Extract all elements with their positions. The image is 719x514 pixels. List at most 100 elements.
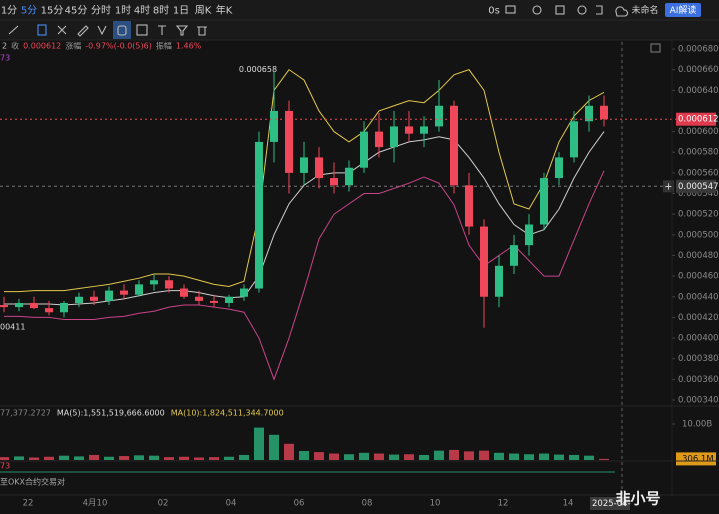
candle-body <box>120 290 128 295</box>
settings-icon[interactable] <box>532 5 542 15</box>
interval-tab[interactable]: 周K <box>195 5 212 17</box>
volume-bar <box>299 451 309 460</box>
candle-body <box>465 185 473 227</box>
refresh-label[interactable]: 0s <box>488 6 500 17</box>
interval-tab[interactable]: 年K <box>216 4 233 17</box>
interval-tab[interactable]: 45分 <box>65 5 88 17</box>
candle-body <box>210 300 218 303</box>
fib-tool[interactable] <box>97 25 107 36</box>
volume-bar <box>554 454 564 460</box>
drawing-tools <box>8 5 661 53</box>
volume-bar <box>239 454 249 460</box>
ai-button-bg[interactable] <box>665 3 701 17</box>
note-tool[interactable] <box>136 24 148 36</box>
candle-body <box>315 157 323 179</box>
volume-ma-text: 77,377.2727 <box>0 409 51 418</box>
info-text: 收 <box>11 41 19 51</box>
lock-tool[interactable] <box>117 25 127 36</box>
volume-bar <box>329 453 339 460</box>
interval-tab[interactable]: 1日 <box>173 6 189 17</box>
indicator-label: 73 <box>0 54 10 63</box>
cloud-icon[interactable] <box>615 6 629 17</box>
y-tick-label: 0.000600 <box>678 127 719 137</box>
x-tick-label: 04 <box>226 499 237 509</box>
volume-bar <box>479 450 489 460</box>
expand-icon[interactable] <box>650 43 661 53</box>
volume-bar <box>524 454 534 460</box>
candle-body <box>345 167 353 186</box>
interval-tab[interactable]: 分时 <box>91 5 111 17</box>
candle-body <box>600 105 608 120</box>
crosshair-plus-sign: + <box>664 181 672 192</box>
x-tick-label: 12 <box>498 499 509 509</box>
interval-tab[interactable]: 5分 <box>21 5 37 17</box>
sub-indicator-label: 73 <box>0 462 10 471</box>
bollinger-band <box>4 170 605 381</box>
interval-tab[interactable]: 15分 <box>41 5 64 17</box>
candle-body <box>480 226 488 297</box>
volume-bar <box>194 457 204 460</box>
ai-button[interactable]: AI解读 <box>670 4 697 16</box>
interval-tab[interactable]: 1时 <box>115 5 131 17</box>
layout-name[interactable]: 未命名 <box>631 4 658 16</box>
watermark: 非小号 <box>615 490 660 508</box>
y-tick-label: 0.000440 <box>678 292 719 302</box>
y-tick-label: 0.000520 <box>678 210 719 220</box>
volume-bar <box>89 454 99 460</box>
interval-tab[interactable]: 8时 <box>153 5 169 17</box>
volume-bar <box>134 455 144 460</box>
interval-tab[interactable]: 1分 <box>1 5 17 17</box>
interval-tab[interactable]: 4时 <box>134 5 150 17</box>
volume-bar <box>344 454 354 460</box>
filter-tool[interactable] <box>175 25 189 36</box>
last-price-tag-bg <box>676 112 716 126</box>
pen-tool[interactable] <box>77 25 89 37</box>
volume-tag: 306.1M <box>682 454 714 464</box>
candle-body <box>360 131 368 168</box>
crosshair-price-tag: 0.000547 <box>678 182 719 192</box>
info-text: 1.46% <box>176 42 202 51</box>
info-line: 2 收 0.000612 涨幅 -0.97%(-0.0(5)6) 振幅 1.46% <box>2 41 202 51</box>
volume-bar <box>314 452 324 460</box>
candle-body <box>105 290 113 301</box>
copy-tool[interactable] <box>37 24 47 36</box>
active-tool-bg[interactable] <box>113 21 131 39</box>
volume-bar <box>374 453 384 460</box>
volume-bar <box>419 454 429 460</box>
bollinger-band <box>4 131 605 306</box>
camera-icon[interactable] <box>505 5 516 14</box>
volume-bar <box>0 457 9 460</box>
theme-icon[interactable] <box>577 5 587 15</box>
candle-body <box>15 302 23 308</box>
candle-body <box>435 105 443 127</box>
y-tick-label: 0.000360 <box>678 375 719 385</box>
text-tool[interactable] <box>158 25 166 35</box>
volume-bar <box>254 427 264 460</box>
candle-body <box>75 296 83 303</box>
info-text: -0.97%(-0.0(5)6) <box>85 42 152 51</box>
candle-body <box>540 178 548 225</box>
candle-body <box>585 105 593 122</box>
crosshair-plus[interactable] <box>663 180 674 193</box>
y-tick-label: 0.000420 <box>678 313 719 323</box>
volume-bar <box>539 453 549 460</box>
delete-tool[interactable] <box>197 26 207 36</box>
cross-tool[interactable] <box>57 25 67 35</box>
info-text: 0.000612 <box>23 42 61 51</box>
volume-bar <box>389 454 399 460</box>
line-tool[interactable] <box>8 25 19 35</box>
info-text: 涨幅 <box>65 41 81 51</box>
layout-icon[interactable] <box>555 5 565 15</box>
candle-body <box>195 296 203 301</box>
fullscreen-icon[interactable] <box>596 5 603 15</box>
bollinger-band <box>4 68 605 293</box>
candle-body <box>285 110 293 173</box>
candle-body <box>225 296 233 303</box>
candle-body <box>240 288 248 297</box>
x-tick-label: 08 <box>362 499 373 509</box>
candle-body <box>270 110 278 142</box>
volume-bar <box>29 457 39 460</box>
y-tick-label: 0.000540 <box>678 189 719 199</box>
volume-tag-bg <box>676 452 716 466</box>
